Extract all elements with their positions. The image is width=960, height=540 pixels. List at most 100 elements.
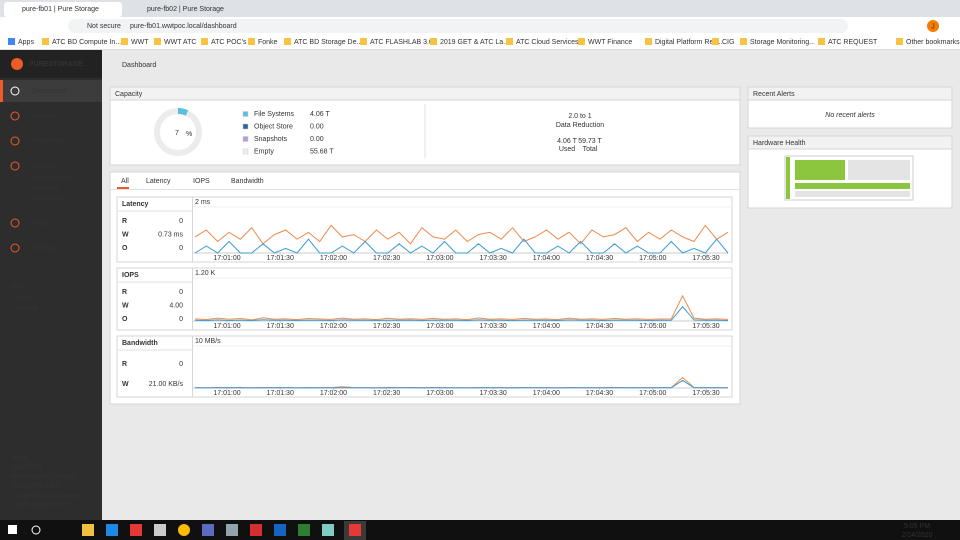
url-field[interactable] xyxy=(68,19,848,33)
nav-icon xyxy=(10,218,20,228)
nav-subitem[interactable]: Performance xyxy=(32,175,72,182)
bookmark-icon xyxy=(712,38,719,45)
logo: PURESTORAGE xyxy=(29,61,83,68)
sidebar-link[interactable]: Help xyxy=(12,283,27,290)
tab-title[interactable]: pure-fb01 | Pure Storage xyxy=(22,6,99,13)
perf-tab[interactable]: All xyxy=(121,178,129,185)
nav-icon xyxy=(10,161,20,171)
sidebar-footer: GMT-06:00 (CST) xyxy=(12,502,68,509)
taskbar-icons[interactable] xyxy=(8,521,366,540)
x-tick-label: 17:05:00 xyxy=(639,390,666,397)
capacity-unit: % xyxy=(186,131,192,138)
bookmark[interactable]: WWT xyxy=(131,39,149,46)
legend-value: 0.00 xyxy=(310,136,324,143)
bookmark[interactable]: ATC BD Storage De... xyxy=(294,39,362,46)
sidebar-link[interactable]: Log Out xyxy=(12,305,37,312)
x-tick-label: 17:05:00 xyxy=(639,323,666,330)
bookmark[interactable]: ATC POC's xyxy=(211,39,247,46)
profile-initial[interactable]: J xyxy=(931,23,935,30)
nav-item[interactable]: Protection xyxy=(32,138,64,145)
x-tick-label: 17:04:30 xyxy=(586,323,613,330)
series-line xyxy=(194,224,729,245)
sidebar-footer: Logged in as pureuser xyxy=(12,493,82,500)
data-reduction-label: Data Reduction xyxy=(556,122,604,129)
legend-label: Snapshots xyxy=(254,136,288,143)
x-tick-label: 17:03:30 xyxy=(479,255,506,262)
nav-item[interactable]: Analysis xyxy=(32,163,59,170)
panel-header xyxy=(109,86,741,101)
x-tick-label: 17:05:30 xyxy=(692,255,719,262)
perf-tab[interactable]: Bandwidth xyxy=(231,178,264,185)
legend-value: 4.06 T xyxy=(310,111,330,118)
bookmark[interactable]: ATC BD Compute In... xyxy=(52,39,121,46)
legend-label: File Systems xyxy=(254,111,295,118)
url[interactable]: pure-fb01.wwtpoc.local/dashboard xyxy=(130,23,237,30)
x-tick-label: 17:03:00 xyxy=(426,390,453,397)
legend-swatch xyxy=(242,136,249,142)
nav-item[interactable]: Storage xyxy=(32,113,57,120)
bookmark-icon xyxy=(121,38,128,45)
series-line xyxy=(194,238,729,254)
hardware-graphic xyxy=(784,155,914,201)
bookmark[interactable]: Storage Monitoring... xyxy=(750,39,815,46)
bookmark[interactable]: CIG xyxy=(722,39,734,46)
bookmark[interactable]: WWT Finance xyxy=(588,39,632,46)
nav-item[interactable]: Settings xyxy=(32,245,58,252)
bookmark[interactable]: Apps xyxy=(18,39,34,46)
series-reading: 0 xyxy=(179,361,183,368)
bookmark-icon xyxy=(896,38,903,45)
nav-icon xyxy=(10,86,20,96)
total-label: Total xyxy=(583,146,598,153)
nav-item[interactable]: Dashboard xyxy=(32,88,66,95)
series-name: O xyxy=(122,316,128,323)
series-name: W xyxy=(122,381,129,388)
x-tick-label: 17:03:00 xyxy=(426,323,453,330)
y-max-label: 2 ms xyxy=(195,199,211,206)
bookmark[interactable]: ATC FLASHLAB 3.0 xyxy=(370,39,433,46)
perf-tab[interactable]: IOPS xyxy=(193,178,210,185)
bookmark[interactable]: Digital Platform Res... xyxy=(655,39,723,46)
series-line xyxy=(194,379,729,389)
sidebar-link[interactable]: Terms xyxy=(12,294,32,301)
panel-title: Capacity xyxy=(115,91,143,98)
panel-title: Hardware Health xyxy=(753,140,806,147)
x-tick-label: 17:03:30 xyxy=(479,390,506,397)
used-value: 4.06 T xyxy=(557,138,577,145)
nav-subitem[interactable]: Capacity xyxy=(32,185,60,192)
x-tick-label: 17:01:30 xyxy=(267,390,294,397)
series-reading: 0 xyxy=(179,218,183,225)
bookmark[interactable]: 2019 GET & ATC La... xyxy=(440,39,509,46)
bookmark-icon xyxy=(645,38,652,45)
bookmark[interactable]: ATC REQUEST xyxy=(828,39,878,46)
nav-icon xyxy=(10,243,20,253)
x-tick-label: 17:04:00 xyxy=(533,390,560,397)
page-title: Dashboard xyxy=(122,62,156,69)
capacity-percent: 7 xyxy=(175,130,179,137)
bookmark[interactable]: Other bookmarks xyxy=(906,39,960,46)
x-tick-label: 17:04:30 xyxy=(586,255,613,262)
bookmark[interactable]: Fonke xyxy=(258,39,278,46)
legend-label: Object Store xyxy=(254,123,293,130)
tab-title[interactable]: pure-fb02 | Pure Storage xyxy=(147,6,224,13)
series-name: R xyxy=(122,289,127,296)
taskbar xyxy=(0,520,960,540)
x-tick-label: 17:02:30 xyxy=(373,255,400,262)
nav-item[interactable]: Health xyxy=(32,220,52,227)
bookmark-icon xyxy=(818,38,825,45)
panel-title: Recent Alerts xyxy=(753,91,795,98)
bookmark[interactable]: ATC Cloud Services xyxy=(516,39,579,46)
bookmark-icon xyxy=(8,38,15,45)
perf-tab[interactable]: Latency xyxy=(146,178,171,185)
profile-avatar[interactable] xyxy=(927,20,939,32)
logo-icon xyxy=(11,58,23,70)
bookmark-icon xyxy=(506,38,513,45)
x-tick-label: 17:02:30 xyxy=(373,323,400,330)
x-tick-label: 17:05:00 xyxy=(639,255,666,262)
data-reduction: 2.0 to 1 xyxy=(568,113,591,120)
bookmark[interactable]: WWT ATC xyxy=(164,39,196,46)
x-tick-label: 17:02:00 xyxy=(320,255,347,262)
x-tick-label: 17:05:30 xyxy=(692,323,719,330)
x-tick-label: 17:01:00 xyxy=(213,390,240,397)
bookmark-icon xyxy=(740,38,747,45)
nav-subitem[interactable]: Replication xyxy=(32,195,67,202)
